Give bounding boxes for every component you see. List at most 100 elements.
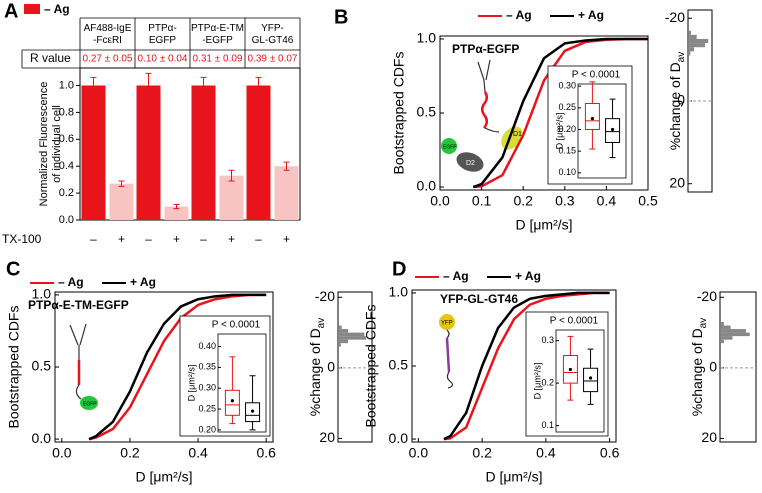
column-header-line: EGFP (149, 35, 177, 46)
column-header-line: YFP- (261, 23, 284, 34)
treatment-label: TX-100 (2, 232, 42, 246)
x-axis-label: D [μm²/s] (485, 469, 542, 485)
histogram-bar (721, 332, 750, 337)
histogram-bar (721, 339, 724, 344)
panel-letter: D (392, 258, 406, 280)
column-header-line: -EGFP (202, 35, 233, 46)
column-header: PTPα-E-TM -EGFP (191, 23, 244, 46)
box-mean (230, 399, 234, 403)
column-header-line: PTPα- (148, 23, 177, 34)
x-tick-label: 0.0 (409, 445, 429, 461)
x-tick-label: 0.0 (52, 445, 72, 461)
x-tick-label: 0.6 (256, 445, 276, 461)
inset-y-label: D [μm²/s] (186, 365, 196, 402)
svg-text:EGFP: EGFP (443, 144, 457, 150)
inset-y-tick-label: 0.10 (558, 167, 576, 177)
histogram-bar (689, 38, 709, 44)
svg-text:YFP: YFP (441, 321, 453, 327)
y-axis-label: Bootstrapped CDFs (391, 52, 407, 175)
inset-annotation: P < 0.0001 (572, 70, 621, 81)
cdf-line (88, 293, 267, 441)
bar (246, 85, 271, 220)
y-tick-label: 0.2 (59, 187, 74, 199)
box-whisker (229, 356, 236, 425)
inset-y-tick-label: 0.25 (558, 102, 576, 112)
inset-y-tick-label: 0.15 (558, 146, 576, 156)
r-value: 0.27 ± 0.05 (83, 54, 133, 65)
cdf-line (443, 291, 610, 441)
strip-y-tick-label: 20 (701, 429, 717, 445)
error-bar (118, 180, 125, 187)
legend-label: + Ag (130, 275, 156, 289)
box-body (562, 355, 578, 384)
strip-y-tick-label: -20 (315, 288, 335, 304)
error-bar (255, 76, 262, 95)
strip-y-tick-label: -20 (697, 288, 717, 304)
cartoon-c: EGFP (69, 323, 98, 410)
row-label: R value (30, 51, 71, 65)
y-tick-label: 0.0 (32, 430, 52, 446)
box-whisker (567, 335, 574, 401)
legend-swatch (24, 4, 40, 14)
inset-frame (547, 65, 633, 185)
strip-y-tick-label: 0 (709, 359, 717, 375)
box-body (605, 118, 621, 143)
inset-y-tick-label: 0.25 (198, 403, 216, 413)
box-mean (590, 117, 595, 121)
box-whisker (587, 348, 594, 405)
y-axis-label: Bootstrapped CDFs (363, 305, 379, 428)
box-body (245, 402, 261, 423)
column-header-line: GL-GT46 (252, 35, 294, 46)
inset-frame (525, 311, 609, 437)
strip-y-label-main: %change of D (307, 328, 323, 416)
x-tick-label: 0.2 (120, 445, 140, 461)
legend-label: – Ag (58, 275, 84, 289)
bar (164, 206, 189, 220)
inset-plot (217, 333, 267, 433)
treatment-value: – (255, 232, 262, 246)
strip-y-tick-label: 0 (327, 359, 335, 375)
column-header: YFP-GL-GT46 (252, 23, 294, 46)
legend-label: + Ag (515, 269, 541, 283)
inset-y-tick-label: 0.20 (198, 424, 216, 434)
panel-letter: B (334, 6, 348, 28)
y-tick-label: 0.5 (417, 104, 437, 120)
box-mean (568, 367, 573, 372)
y-tick-label: 0.0 (389, 430, 409, 446)
svg-text:EGFP: EGFP (83, 401, 97, 407)
strip-y-label-sub: av (698, 318, 709, 329)
inset-y-label: D [μm²/s] (532, 363, 542, 400)
y-tick-label: 0.0 (59, 214, 74, 226)
legend-label: – Ag (506, 8, 532, 22)
histogram-bar (721, 336, 733, 340)
histogram-bar (689, 43, 705, 48)
bar (191, 85, 216, 220)
treatment-value: + (118, 232, 125, 246)
strip-y-label-sub: av (316, 318, 327, 329)
error-bar (90, 76, 97, 95)
column-header: PTPα-EGFP (148, 23, 177, 46)
svg-text:D2: D2 (466, 160, 475, 167)
y-tick-label: 0.8 (59, 106, 74, 118)
y-axis-label-line: of individual cell (51, 105, 63, 183)
x-axis-label: D [μm²/s] (515, 217, 572, 233)
column-header: AF488-IgE -FcεRI (84, 23, 132, 46)
histogram-bar (689, 30, 691, 35)
table-lines (21, 17, 301, 69)
box-whisker (249, 375, 256, 431)
bar (109, 183, 134, 220)
inset-annotation: P < 0.0001 (212, 320, 261, 331)
strip-y-label: %change of Dav (307, 318, 327, 417)
bar (81, 85, 106, 220)
x-tick-label: 0.4 (597, 193, 617, 209)
strip-y-label-sub: av (676, 52, 687, 63)
inset-y-tick-label: 0.30 (198, 383, 216, 393)
box-whisker (589, 81, 596, 150)
bar (136, 85, 161, 220)
treatment-value: + (228, 232, 235, 246)
cartoon-d: YFP (439, 314, 455, 389)
strip-y-label-main: %change of D (689, 328, 705, 416)
inset-y-tick-label: 0.20 (558, 124, 576, 134)
plot-frame (79, 67, 301, 221)
column-header-line: AF488-IgE (84, 23, 132, 34)
